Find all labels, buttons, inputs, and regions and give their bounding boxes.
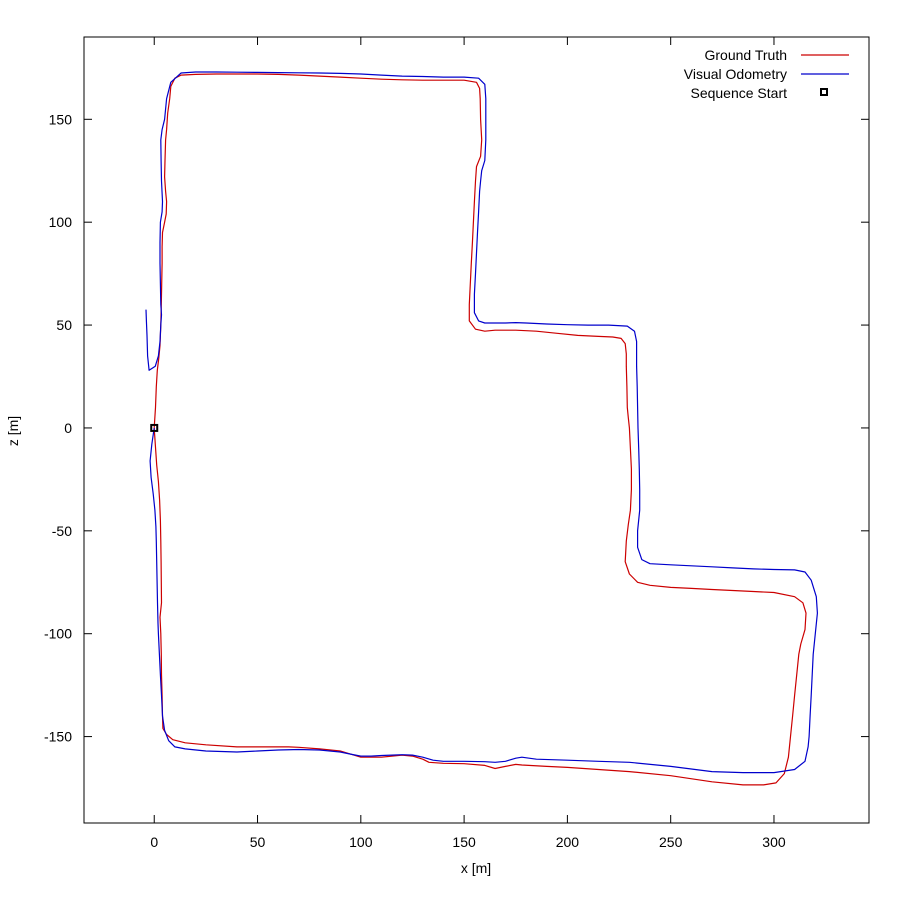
series-line-visual-odometry <box>145 71 819 774</box>
y-tick-label: 100 <box>49 214 73 230</box>
axis-ticks: 0 50 100 150 200 250 300 -150 -100 -50 0 50 100 150 <box>44 37 869 850</box>
legend-label-sequence-start: Sequence Start <box>690 85 787 101</box>
x-tick-label: 100 <box>349 834 373 850</box>
legend: Ground Truth Visual Odometry Sequence St… <box>684 47 849 101</box>
x-tick-label: 50 <box>250 834 266 850</box>
legend-label-ground-truth: Ground Truth <box>705 47 788 63</box>
x-tick-label: 0 <box>150 834 158 850</box>
plot-frame <box>83 36 870 824</box>
legend-label-visual-odometry: Visual Odometry <box>684 66 787 82</box>
y-tick-label: 50 <box>56 317 72 333</box>
y-tick-label: -150 <box>44 729 72 745</box>
y-tick-label: -100 <box>44 626 72 642</box>
x-tick-label: 200 <box>556 834 580 850</box>
legend-marker-sequence-start <box>820 88 828 96</box>
y-tick-label: 0 <box>64 420 72 436</box>
x-tick-label: 300 <box>762 834 786 850</box>
y-tick-label: -50 <box>52 523 72 539</box>
series-line-ground-truth <box>153 73 807 786</box>
x-tick-label: 150 <box>452 834 476 850</box>
x-tick-label: 250 <box>659 834 683 850</box>
y-tick-label: 150 <box>49 111 73 127</box>
sequence-start-marker <box>150 423 159 432</box>
y-axis-label: z [m] <box>5 416 21 446</box>
plot-series <box>145 71 819 786</box>
x-axis-label: x [m] <box>461 860 491 876</box>
